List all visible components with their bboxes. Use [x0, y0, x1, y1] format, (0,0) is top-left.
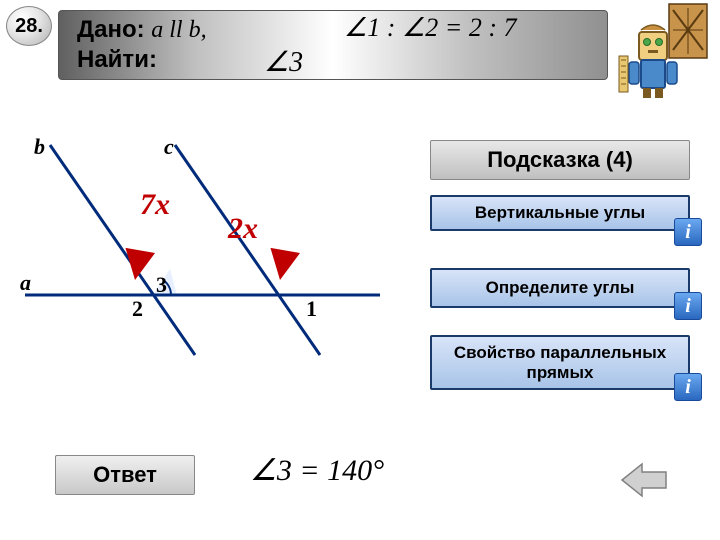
hint-box-2[interactable]: Свойство параллельных прямых	[430, 335, 690, 390]
ratio-equation: ∠1 : ∠2 = 2 : 7	[344, 13, 516, 43]
find-target: ∠3	[264, 45, 303, 79]
find-label: Найти:	[77, 46, 157, 73]
hint-title[interactable]: Подсказка (4)	[430, 140, 690, 180]
info-icon-1[interactable]: i	[674, 292, 702, 320]
hint-box-1[interactable]: Определите углы	[430, 268, 690, 308]
label-angle1: 1	[306, 296, 317, 322]
given-label: Дано:	[77, 16, 145, 43]
back-arrow-button[interactable]	[620, 460, 668, 500]
geometry-diagram: a b c 1 2 3 7x 2x	[20, 140, 390, 380]
answer-equation: ∠3 = 140°	[250, 453, 384, 488]
info-icon-0[interactable]: i	[674, 218, 702, 246]
label-7x: 7x	[140, 188, 170, 222]
label-angle2: 2	[132, 296, 143, 322]
answer-button[interactable]: Ответ	[55, 455, 195, 495]
hint-box-0[interactable]: Вертикальные углы	[430, 195, 690, 231]
info-icon-2[interactable]: i	[674, 373, 702, 401]
label-c: c	[164, 134, 174, 160]
header-text-block: Дано: a ll b, Найти:	[77, 15, 207, 75]
label-a: a	[20, 270, 31, 296]
label-b: b	[34, 134, 45, 160]
label-angle3: 3	[156, 272, 167, 298]
label-2x: 2x	[228, 212, 258, 246]
problem-number-badge: 28.	[6, 6, 52, 46]
given-text: a ll b,	[151, 17, 206, 43]
diagram-svg	[20, 140, 390, 380]
robot-icon	[615, 0, 710, 100]
problem-header: Дано: a ll b, Найти: ∠1 : ∠2 = 2 : 7 ∠3	[58, 10, 608, 80]
